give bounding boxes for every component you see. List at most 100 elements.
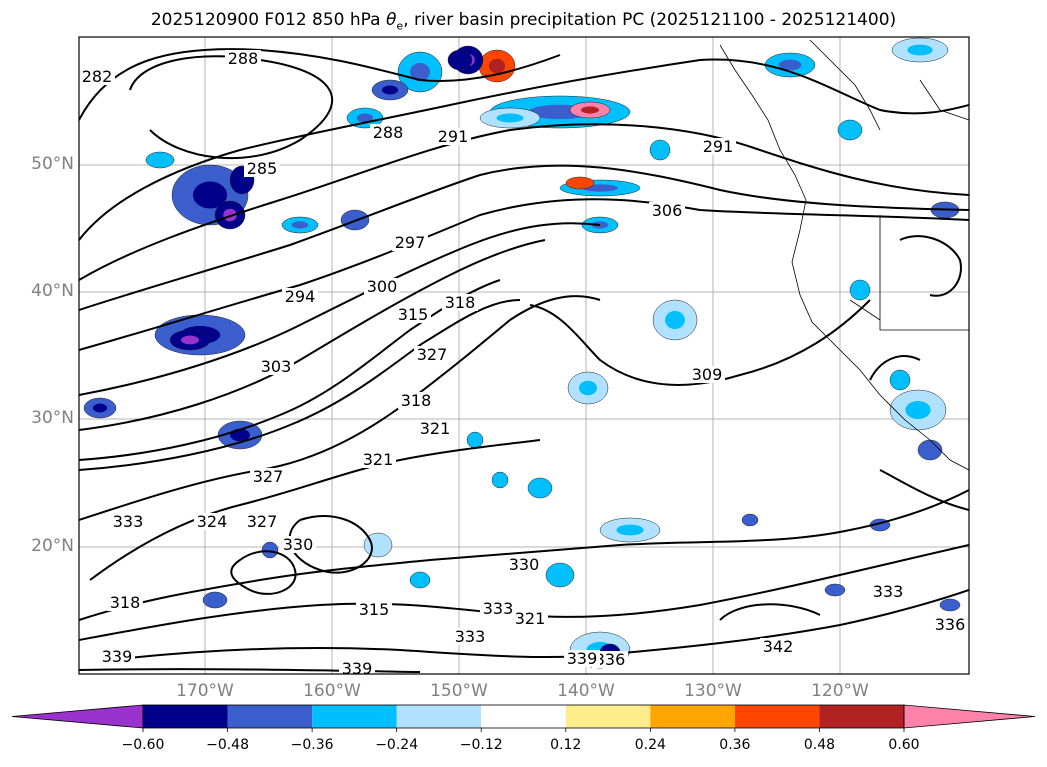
contour-label-bg bbox=[360, 451, 396, 468]
contour-label: 327 bbox=[247, 512, 278, 531]
colorbar-tick-label: 0.24 bbox=[634, 737, 666, 753]
theta-e-contour bbox=[869, 355, 921, 381]
contour-label-bg bbox=[870, 583, 906, 600]
precip-blob-core bbox=[907, 44, 933, 56]
colorbar-tick-label: 0.60 bbox=[888, 737, 920, 753]
precip-blob-core bbox=[381, 85, 399, 95]
theta-e-contour bbox=[79, 198, 969, 351]
contour-label: 321 bbox=[515, 609, 546, 628]
contour-label: 318 bbox=[401, 391, 432, 410]
precip-blob-core bbox=[665, 311, 685, 329]
contour-label-bg bbox=[282, 288, 318, 305]
contour-label: 321 bbox=[363, 450, 394, 469]
precip-blob bbox=[565, 176, 595, 190]
colorbar-tick-label: 0.12 bbox=[550, 737, 582, 753]
contour-label: 303 bbox=[261, 357, 292, 376]
contour-label: 285 bbox=[247, 159, 278, 178]
coastline bbox=[719, 39, 969, 471]
theta-e-contour bbox=[79, 58, 969, 241]
colorbar-tick-label: −0.60 bbox=[121, 737, 165, 753]
contour-label: 342 bbox=[763, 637, 794, 656]
precip-blob bbox=[466, 431, 484, 449]
precip-blob-core bbox=[92, 403, 108, 413]
contour-label-bg bbox=[339, 660, 375, 674]
colorbar-tick-label: −0.24 bbox=[375, 737, 419, 753]
precip-blob bbox=[261, 541, 279, 559]
precip-blob-core bbox=[410, 63, 430, 81]
colorbar-tick-label: 0.48 bbox=[803, 737, 836, 753]
lon-label-150w: 150°W bbox=[430, 681, 488, 701]
contour-label-bg bbox=[512, 610, 548, 627]
contour-label: 327 bbox=[417, 345, 448, 364]
colorbar-tick-label: −0.48 bbox=[206, 737, 249, 753]
chart-title: 2025120900 F012 850 hPa θe, river basin … bbox=[0, 10, 1047, 32]
map-frame bbox=[78, 36, 970, 675]
contour-label: 333 bbox=[455, 627, 486, 646]
contour-label: 333 bbox=[873, 582, 904, 601]
contour-label: 300 bbox=[367, 277, 398, 296]
contour-label-bg bbox=[107, 594, 143, 611]
precip-blob-core bbox=[581, 106, 599, 114]
contour-label: 318 bbox=[110, 593, 141, 612]
contour-label: 288 bbox=[228, 49, 259, 68]
contour-label: 336 bbox=[935, 615, 966, 634]
precip-blob bbox=[837, 119, 863, 141]
contour-label: 339 bbox=[342, 659, 373, 678]
contour-label: 315 bbox=[359, 600, 390, 619]
lat-label-20n: 20°N bbox=[31, 536, 74, 556]
contour-label: 297 bbox=[395, 233, 426, 252]
lat-label-40n: 40°N bbox=[31, 281, 74, 301]
contour-label: 315 bbox=[398, 305, 429, 324]
contour-label-bg bbox=[760, 638, 796, 655]
precip-blob bbox=[939, 598, 961, 612]
precip-blob bbox=[409, 571, 431, 589]
contour-label-bg bbox=[435, 128, 471, 145]
lon-label-160w: 160°W bbox=[303, 681, 361, 701]
lon-label-120w: 120°W bbox=[811, 681, 869, 701]
contour-label-bg bbox=[99, 648, 135, 665]
contour-label-bg bbox=[356, 601, 392, 618]
colorbar-tick-label: −0.12 bbox=[459, 737, 503, 753]
theta-e-contour bbox=[79, 299, 521, 471]
contour-label-bg bbox=[244, 513, 280, 530]
contour-label: 324 bbox=[197, 512, 228, 531]
theta-e-contour bbox=[879, 469, 969, 511]
precip-blob bbox=[145, 151, 175, 169]
precip-blob bbox=[824, 583, 846, 597]
contour-label-bg bbox=[700, 138, 736, 155]
precip-blob-core bbox=[778, 59, 802, 71]
contour-label-bg bbox=[244, 160, 280, 177]
contour-label-bg bbox=[258, 358, 294, 375]
precip-blob-core bbox=[579, 380, 597, 396]
contour-label-bg bbox=[442, 294, 478, 311]
colorbar-tick-label: 0.36 bbox=[719, 737, 751, 753]
contour-label-bg bbox=[564, 650, 600, 667]
contour-labels: 2882822852882912852913062973002943183153… bbox=[79, 49, 968, 678]
contour-label: 291 bbox=[438, 127, 469, 146]
contour-label: 321 bbox=[420, 419, 451, 438]
title-prefix: 2025120900 F012 850 hPa bbox=[150, 10, 386, 30]
precip-blob bbox=[527, 477, 553, 499]
contour-label: 339 bbox=[567, 649, 598, 668]
contour-label-bg bbox=[506, 556, 542, 573]
theta-e-contour bbox=[529, 299, 871, 386]
lon-label-170w: 170°W bbox=[176, 681, 234, 701]
theta-subscript: e bbox=[396, 19, 404, 33]
contour-label: 336 bbox=[595, 650, 626, 669]
theta-e-contour bbox=[79, 295, 601, 521]
theta-symbol: θ bbox=[386, 10, 397, 30]
contour-label: 318 bbox=[445, 293, 476, 312]
contour-label-bg bbox=[280, 536, 316, 553]
precip-blob-core bbox=[181, 335, 199, 345]
title-suffix: , river basin precipitation PC (20251211… bbox=[403, 10, 897, 30]
contour-label-bg bbox=[592, 651, 628, 668]
contour-label: 330 bbox=[283, 535, 314, 554]
contour-label-bg bbox=[110, 513, 146, 530]
contour-label: 330 bbox=[509, 555, 540, 574]
precip-blob-core bbox=[905, 401, 931, 419]
precip-blob bbox=[889, 369, 911, 391]
contour-label-bg bbox=[414, 346, 450, 363]
theta-e-contour bbox=[899, 235, 962, 297]
precip-blob bbox=[741, 513, 759, 527]
